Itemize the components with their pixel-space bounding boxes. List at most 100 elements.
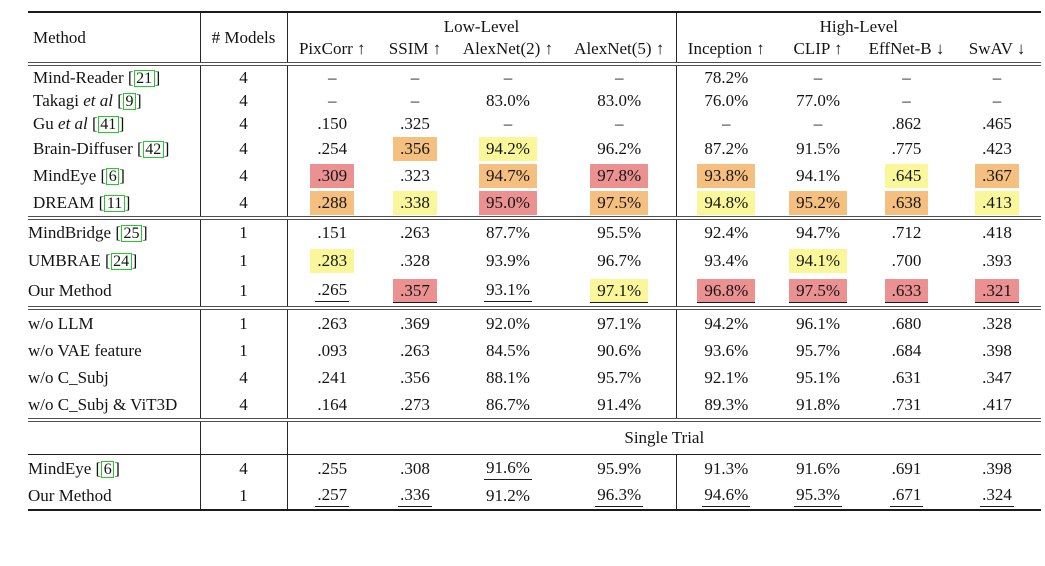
models-count: 4	[199, 135, 287, 162]
cell-pixcorr: .288	[286, 189, 377, 218]
models-count: 1	[199, 246, 287, 276]
models-count: 4	[199, 391, 287, 420]
cell-alexnet5: 97.5%	[563, 189, 676, 218]
col-header-method: Method	[33, 27, 86, 47]
citation-number: 11	[104, 194, 125, 212]
models-count: 4	[199, 162, 287, 189]
header-metric-row: PixCorr ↑ SSIM ↑ AlexNet(2) ↑ AlexNet(5)…	[28, 37, 1041, 64]
metric-value: .321	[975, 279, 1019, 303]
group-header-high-level: High-Level	[675, 12, 1042, 37]
cell-ssim: .338	[377, 189, 453, 218]
cell-swav: .328	[953, 306, 1042, 337]
cell-pixcorr: .309	[286, 162, 377, 189]
cell-alexnet5: 97.1%	[563, 276, 676, 308]
cell-clip: 77.0%	[796, 90, 840, 110]
cell-alexnet2: 94.2%	[453, 135, 563, 162]
single-trial-banner-row: Single Trial	[28, 418, 1042, 455]
citation-number: 6	[101, 460, 115, 478]
col-header-swav: SwAV ↓	[968, 39, 1026, 58]
citation-number: 21	[133, 69, 155, 87]
col-header-clip: CLIP ↑	[793, 39, 843, 58]
cell-clip: –	[776, 62, 861, 89]
cell-inception: 94.6%	[675, 482, 777, 510]
cell-ssim: .328	[400, 251, 430, 270]
models-count: 4	[199, 454, 287, 482]
cell-swav: .398	[982, 340, 1012, 360]
method-name: w/o VAE feature	[28, 340, 142, 360]
metric-value: .257	[315, 485, 350, 507]
method-name: MindBridge [25]	[28, 216, 200, 246]
citation-number: 6	[106, 167, 120, 185]
cell-inception: 78.2%	[675, 62, 777, 89]
table-row: w/o LLM 1.263.369 92.0% 97.1% 94.2% 96.1% .680…	[28, 306, 1042, 337]
cell-effnetb: .631	[891, 367, 922, 387]
models-count: 4	[199, 364, 287, 391]
section-multi-model-baselines: Mind-Reader [21] 4– – – –78.2% – – – Takagi et a…	[28, 62, 1042, 218]
empty-method-cell	[28, 418, 200, 455]
cell-alexnet5: 95.5%	[563, 216, 677, 246]
cell-clip: 94.1%	[796, 165, 840, 185]
cell-inception: 92.4%	[675, 216, 777, 246]
cell-pixcorr: .150	[286, 112, 377, 135]
cell-alexnet2: 87.7%	[453, 216, 563, 246]
single-trial-label: Single Trial	[286, 418, 1042, 455]
table-row: w/o C_Subj 4.241 .356 88.1% 95.7% 92.1% 95.1%.…	[28, 364, 1041, 391]
citation-number: 24	[110, 253, 132, 270]
col-header-alexnet5: AlexNet(5) ↑	[574, 39, 665, 58]
cell-clip: 91.6%	[796, 458, 840, 478]
cell-pixcorr: .255	[286, 454, 377, 482]
models-count: 4	[199, 62, 287, 89]
cell-alexnet5: 95.9%	[597, 458, 642, 478]
method-name: Takagi et al [9]	[33, 90, 142, 110]
cell-alexnet2: 84.5%	[486, 340, 530, 360]
metric-value: 95.3%	[794, 485, 842, 507]
cell-alexnet5: 91.4%	[597, 394, 642, 414]
citation-number: 25	[121, 225, 143, 242]
col-header-inception: Inception ↑	[675, 37, 777, 64]
cell-clip: 95.3%	[776, 482, 860, 510]
metric-value: 97.1%	[590, 279, 649, 303]
table-row: Brain-Diffuser [42] 4.254 .356 94.2% 96.2% 87…	[28, 135, 1041, 162]
cell-swav: .347	[982, 367, 1012, 387]
cell-effnetb: .680	[860, 306, 954, 337]
table-row: Mind-Reader [21] 4– – – –78.2% – – –	[28, 62, 1042, 89]
metric-value: 93.8%	[697, 163, 756, 188]
method-name: Our Method	[28, 485, 112, 505]
cell-clip: 94.1%	[776, 246, 860, 276]
cell-ssim: .273	[400, 394, 430, 414]
method-name: Mind-Reader [21]	[28, 62, 200, 89]
col-header-pixcorr: PixCorr ↑	[286, 37, 377, 64]
table-row: MindEye [6] 4 .309 .323 94.7% 97.8% 93.8% 94.1%…	[28, 162, 1041, 189]
cell-inception: 91.3%	[675, 454, 777, 482]
cell-effnetb: –	[860, 62, 954, 89]
method-name: w/o C_Subj & ViT3D	[28, 394, 178, 414]
cell-inception: 93.6%	[675, 337, 777, 364]
metric-value: .413	[975, 190, 1019, 215]
cell-alexnet5: 97.1%	[563, 306, 677, 337]
cell-alexnet5: –	[563, 62, 677, 89]
metric-value: .645	[884, 163, 929, 188]
cell-pixcorr: .257	[286, 482, 377, 510]
metric-value: .671	[889, 485, 924, 507]
models-count: 4	[199, 89, 287, 112]
cell-effnetb: –	[902, 90, 911, 110]
cell-swav: .398	[982, 458, 1012, 478]
cell-swav: .321	[953, 276, 1041, 308]
table-header: Method # Models Low-Level High-Level Pix…	[28, 12, 1042, 64]
cell-inception: 92.1%	[675, 364, 777, 391]
citation-number: 9	[122, 92, 136, 110]
cell-inception: 93.8%	[675, 162, 777, 189]
cell-swav: .393	[982, 251, 1012, 270]
cell-pixcorr: .093	[286, 337, 377, 364]
metric-value: .338	[393, 190, 437, 215]
metric-value: 96.8%	[697, 279, 756, 303]
cell-alexnet2: 91.2%	[486, 485, 530, 505]
cell-ssim: –	[410, 90, 420, 110]
col-header-models: # Models	[199, 12, 287, 64]
cell-ssim: .356	[400, 367, 430, 387]
cell-inception: 94.8%	[675, 189, 777, 218]
cell-pixcorr: .265	[286, 276, 377, 308]
models-count: 1	[199, 482, 287, 510]
cell-ssim: .308	[400, 458, 430, 478]
cell-alexnet2: 92.0%	[453, 306, 563, 337]
